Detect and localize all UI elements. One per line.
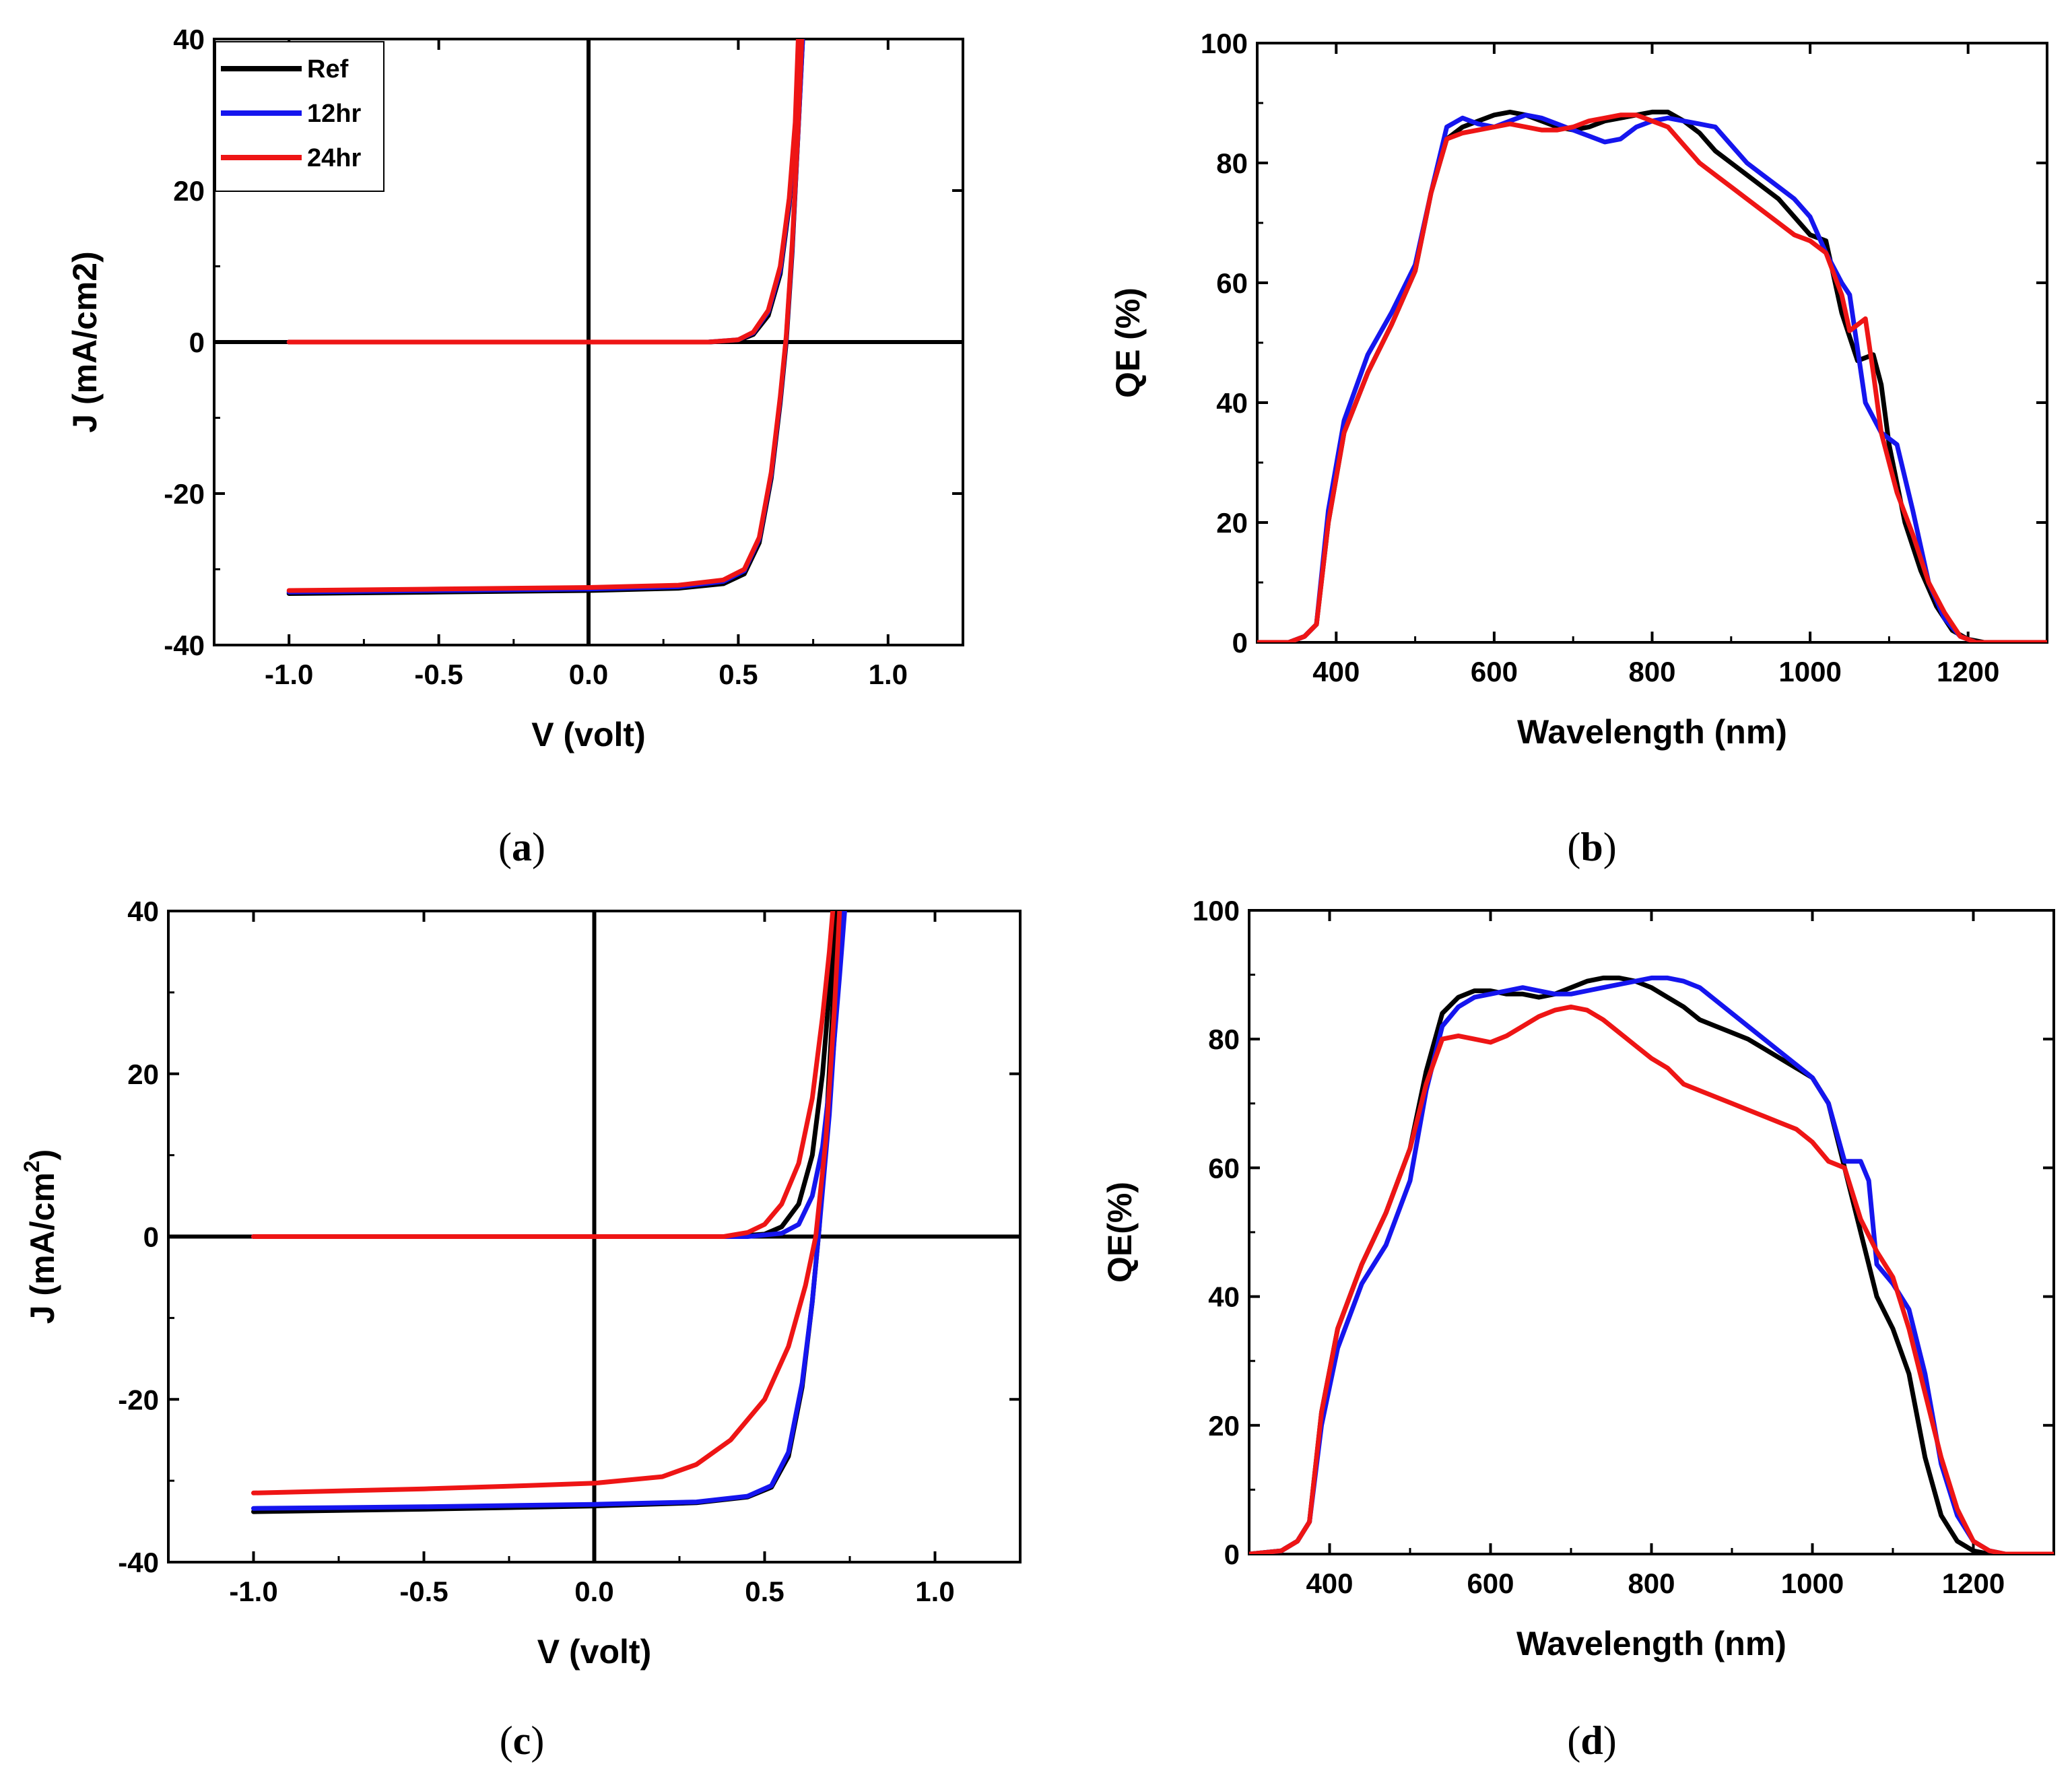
series-line-a-24hr-2 — [286, 39, 801, 345]
x-tick-label-b: 800 — [1628, 656, 1675, 687]
x-axis-title-d: Wavelength (nm) — [1516, 1625, 1786, 1662]
x-tick-label-b: 1200 — [1937, 656, 1999, 687]
x-tick-label-c: 0.5 — [745, 1576, 784, 1607]
x-tick-label-c: 0.0 — [574, 1576, 613, 1607]
y-axis-title-a: J (mA/cm2) — [66, 251, 104, 433]
y-tick-label-c: 20 — [127, 1058, 159, 1090]
x-tick-label-a: 0.0 — [569, 659, 608, 690]
y-tick-label-b: 40 — [1216, 387, 1248, 419]
series-line-b-24hr-1 — [1257, 112, 2047, 642]
y-tick-label-d: 0 — [1224, 1539, 1240, 1570]
y-tick-label-c: -20 — [118, 1384, 159, 1415]
x-tick-label-c: -0.5 — [399, 1576, 448, 1607]
series-line-d-24hr-1 — [1249, 1004, 2054, 1554]
y-tick-label-a: -20 — [164, 478, 205, 510]
y-tick-label-a: 0 — [189, 327, 205, 358]
panel-b: 400 600 800 1000 1200 0 20 40 60 80 100 Wavelength … — [1109, 28, 2048, 869]
x-tick-label-c: 1.0 — [915, 1576, 954, 1607]
legend-label: 12hr — [307, 100, 361, 128]
series-line-c-24hr-2 — [251, 911, 836, 1239]
panel-caption-c: (c) — [500, 1718, 545, 1763]
x-tick-label-c: -1.0 — [229, 1576, 277, 1607]
y-tick-label-b: 100 — [1201, 28, 1248, 59]
series-line-c-12hr-1 — [251, 911, 846, 1511]
series-line-b-ref-1 — [1257, 109, 2047, 642]
legend-label: 24hr — [307, 144, 361, 172]
x-tick-label-b: 600 — [1471, 656, 1518, 687]
x-tick-label-d: 1200 — [1942, 1568, 2005, 1599]
y-tick-label-c: 40 — [127, 896, 159, 927]
y-axis-title-d: QE(%) — [1101, 1182, 1139, 1283]
x-tick-label-b: 400 — [1312, 656, 1360, 687]
y-axis-title-b: QE (%) — [1109, 288, 1147, 398]
x-tick-label-d: 400 — [1306, 1568, 1353, 1599]
y-tick-label-b: 60 — [1216, 267, 1248, 299]
series-line-c-ref-2 — [251, 911, 837, 1239]
legend-a: Ref 12hr 24hr — [215, 41, 385, 192]
series-line-d-ref-1 — [1249, 975, 2054, 1554]
x-tick-label-d: 800 — [1628, 1568, 1675, 1599]
y-tick-label-a: 40 — [173, 24, 205, 55]
x-tick-label-d: 1000 — [1781, 1568, 1844, 1599]
x-axis-title-b: Wavelength (nm) — [1517, 713, 1787, 751]
x-axis-title-c: V (volt) — [537, 1633, 651, 1671]
x-tick-label-a: -0.5 — [414, 659, 463, 690]
y-tick-label-d: 80 — [1208, 1023, 1240, 1055]
y-axis-title-c: J (mA/cm2) — [20, 1149, 61, 1324]
y-tick-label-b: 80 — [1216, 147, 1248, 179]
panel-d: 400 600 800 1000 1200 0 20 40 60 80 100 Wavelength … — [1101, 895, 2055, 1763]
series-line-c-24hr-1 — [251, 911, 842, 1495]
x-tick-label-a: 1.0 — [869, 659, 908, 690]
y-tick-label-d: 40 — [1208, 1281, 1240, 1313]
y-tick-label-d: 20 — [1208, 1410, 1240, 1442]
series-line-a-24hr-1 — [286, 39, 805, 593]
y-tick-label-d: 60 — [1208, 1152, 1240, 1184]
x-tick-label-b: 1000 — [1778, 656, 1841, 687]
legend-label: Ref — [307, 55, 349, 83]
panel-caption-b: (b) — [1567, 825, 1616, 869]
y-tick-label-a: -40 — [164, 630, 205, 661]
y-tick-label-a: 20 — [173, 175, 205, 207]
x-axis-title-a: V (volt) — [531, 716, 645, 753]
series-line-b-12hr-1 — [1257, 112, 2047, 642]
y-tick-label-b: 0 — [1232, 627, 1248, 659]
panel-c: -1.0 -0.5 0.0 0.5 1.0 -40 -20 0 20 40 V (volt) J (m… — [20, 896, 1022, 1763]
x-tick-label-a: -1.0 — [265, 659, 313, 690]
series-line-c-12hr-2 — [251, 911, 847, 1239]
plot-frame-d — [1248, 909, 2055, 1555]
x-tick-label-d: 600 — [1467, 1568, 1514, 1599]
panel-caption-d: (d) — [1567, 1718, 1616, 1763]
x-tick-label-a: 0.5 — [718, 659, 758, 690]
y-tick-label-c: 0 — [143, 1221, 159, 1253]
y-tick-label-d: 100 — [1193, 895, 1240, 927]
series-line-d-12hr-1 — [1249, 975, 2054, 1554]
y-tick-label-b: 20 — [1216, 507, 1248, 539]
panel-caption-a: (a) — [498, 825, 545, 869]
series-line-c-ref-1 — [251, 911, 840, 1514]
y-tick-label-c: -40 — [118, 1547, 159, 1578]
panel-a: -1.0 -0.5 0.0 0.5 1.0 -40 -20 0 20 40 V (volt) J (m… — [66, 24, 964, 869]
